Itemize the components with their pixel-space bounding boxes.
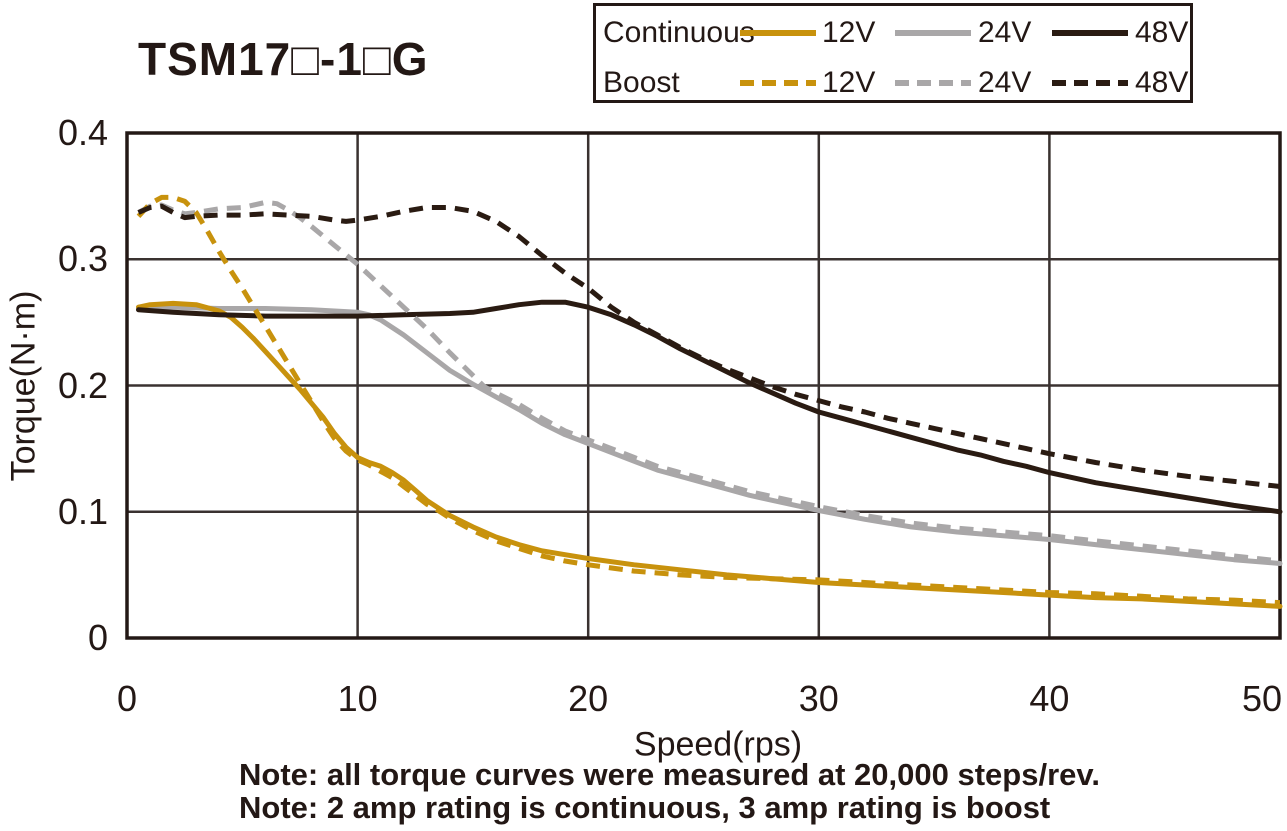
curve-continuous-12v [136,300,1283,609]
x-tick-label: 50 [1241,678,1283,719]
x-tick-label: 40 [1029,678,1070,719]
y-tick-label: 0.4 [57,112,108,153]
legend-value-continuous-24v: 24V [978,16,1032,49]
x-axis-label: Speed(rps) [633,725,803,764]
y-tick-label: 0.3 [57,238,108,280]
notes: Note: all torque curves were measured at… [239,758,1100,824]
note-amp-rating: Note: 2 amp rating is continuous, 3 amp … [239,790,1051,825]
plot-border [125,131,1282,640]
note-steps-per-rev: Note: all torque curves were measured at… [239,757,1100,792]
legend-value-continuous-12v: 12V [822,16,876,49]
legend-label-boost: Boost [603,66,680,99]
legend-line-boost-24v-icon [895,80,971,86]
legend-value-boost-24v: 24V [978,66,1032,99]
y-tick-label: 0.2 [57,364,108,406]
curve-boost-48v [137,203,1281,489]
legend-line-continuous-48v-icon [1052,30,1128,36]
legend-row-continuous: Continuous 12V 24V 48V [596,16,1190,50]
legend-value-boost-48v: 48V [1135,66,1189,99]
legend-row-boost: Boost 12V 24V 48V [596,66,1190,100]
curve-continuous-24v [136,304,1283,566]
legend: Continuous 12V 24V 48V Boost 12V 24V 48V [593,3,1193,103]
legend-value-boost-12v: 12V [822,66,876,99]
curve-boost-12v [136,194,1281,606]
legend-line-boost-48v-icon [1052,80,1128,86]
x-tick-label: 0 [116,678,138,719]
x-tick-label: 30 [798,678,839,719]
page-title: TSM17□-1□G [138,33,429,85]
legend-line-continuous-12v-icon [740,30,816,36]
legend-line-continuous-24v-icon [895,30,971,36]
curve-continuous-48v [136,299,1283,515]
y-tick-label: 0.1 [57,490,108,532]
legend-line-boost-12v-icon [740,80,816,86]
x-tick-label: 20 [568,678,609,719]
y-tick-label: 0 [87,617,108,658]
curve-boost-24v [137,199,1281,564]
legend-label-continuous: Continuous [603,16,755,49]
x-tick-label: 10 [337,678,378,719]
legend-value-continuous-48v: 48V [1135,16,1189,49]
